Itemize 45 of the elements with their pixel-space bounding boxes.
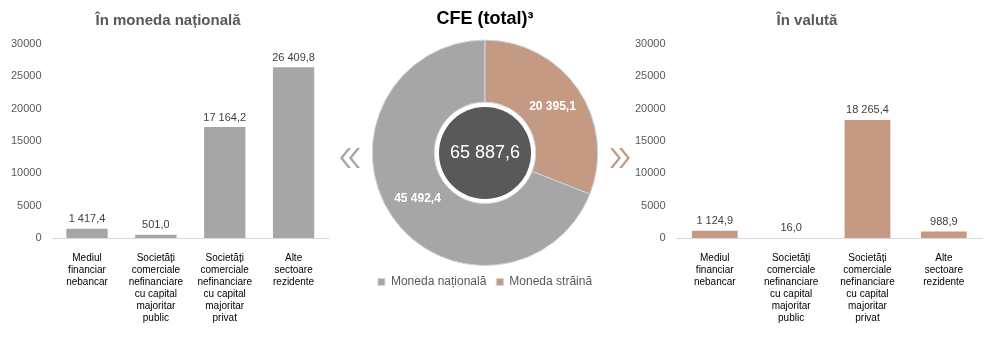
y-tick-label: 20000 xyxy=(634,101,666,114)
bar xyxy=(844,119,891,238)
x-tick-label: Mediul financiar nebancar xyxy=(693,251,737,287)
y-tick-label: 25000 xyxy=(634,69,666,82)
legend-label: Moneda națională xyxy=(390,274,487,289)
chart-title: În moneda națională xyxy=(94,11,242,29)
data-label: 1 124,9 xyxy=(696,214,734,227)
legend-label: Moneda străină xyxy=(509,274,593,289)
y-tick-label: 10000 xyxy=(634,166,666,179)
y-tick-label: 15000 xyxy=(634,134,666,147)
bar xyxy=(135,234,177,238)
x-tick-label: Alte sectoare rezidente xyxy=(923,251,965,287)
y-tick-label: 15000 xyxy=(10,134,42,147)
bar xyxy=(920,231,967,238)
data-label: 16,0 xyxy=(780,221,802,234)
data-label: 20 395,1 xyxy=(529,99,577,114)
y-tick-label: 5000 xyxy=(17,198,42,211)
y-tick-label: 30000 xyxy=(634,37,666,50)
bar xyxy=(691,230,738,238)
x-tick-label: Societăți comerciale nefinanciare cu capital majoritar public xyxy=(128,251,184,323)
x-tick-label: Societăți comerciale nefinanciare cu capital majoritar privat xyxy=(197,251,253,323)
data-label: 18 265,4 xyxy=(846,103,889,116)
y-tick-label: 30000 xyxy=(10,37,42,50)
chart-title: În valută xyxy=(775,11,839,29)
x-tick-label: Alte sectoare rezidente xyxy=(273,251,315,287)
y-tick-label: 0 xyxy=(659,231,666,244)
x-tick-label: Mediul financiar nebancar xyxy=(66,251,109,287)
chart-title: CFE (total)³ xyxy=(436,7,534,28)
data-label: 17 164,2 xyxy=(203,110,247,123)
bar xyxy=(204,127,246,238)
data-label: 1 417,4 xyxy=(68,212,106,225)
y-tick-label: 10000 xyxy=(10,166,42,179)
data-label: 45 492,4 xyxy=(394,191,442,206)
data-label: 988,9 xyxy=(930,215,958,228)
bar xyxy=(66,228,108,238)
data-label: 26 409,8 xyxy=(272,50,315,63)
y-tick-label: 25000 xyxy=(10,69,42,82)
x-tick-label: Societăți comerciale nefinanciare cu capital majoritar public xyxy=(763,251,819,323)
y-tick-label: 20000 xyxy=(10,101,42,114)
x-tick-label: Societăți comerciale nefinanciare cu capital majoritar privat xyxy=(840,251,896,323)
bar xyxy=(272,67,315,238)
data-label: 501,0 xyxy=(142,218,170,231)
text: 65 887,6 xyxy=(449,141,521,162)
y-tick-label: 5000 xyxy=(641,198,666,211)
y-tick-label: 0 xyxy=(35,231,42,244)
